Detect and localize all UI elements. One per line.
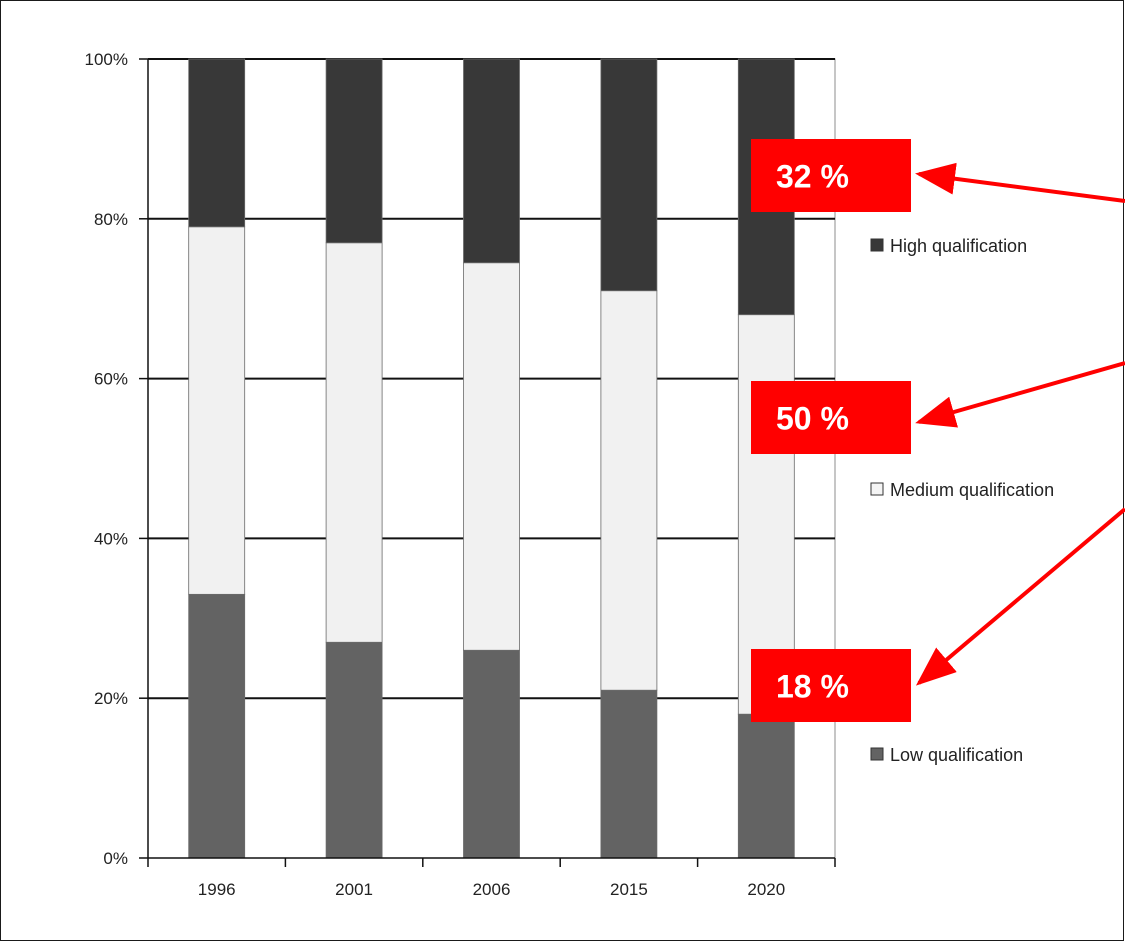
bar-high-qualification-1996 <box>188 58 246 228</box>
x-tick-label-1996: 1996 <box>198 880 236 899</box>
bar-low-qualification-2001 <box>325 641 383 859</box>
x-tick-label-2006: 2006 <box>473 880 511 899</box>
bar-high-qualification-2001 <box>325 58 383 244</box>
bar-medium-qualification-2006 <box>463 262 520 651</box>
bar-low-qualification-2006 <box>463 649 520 859</box>
y-tick-label: 80% <box>94 210 128 229</box>
callout-arrow-high-qualification <box>915 162 1125 203</box>
bar-low-qualification-2020 <box>737 713 795 859</box>
y-tick-label: 20% <box>94 689 128 708</box>
bar-low-qualification-2015 <box>600 689 658 859</box>
bar-medium-qualification-2015 <box>600 290 658 691</box>
bar-medium-qualification-1996 <box>188 226 246 595</box>
y-tick-labels: 0% 20% 40% 60% 80% 100% <box>85 50 148 868</box>
y-tick-label: 0% <box>103 849 128 868</box>
legend-label-high-qualification: High qualification <box>890 236 1027 256</box>
callout-label-low-qualification: 18 % <box>776 669 849 705</box>
bars <box>188 58 795 859</box>
bar-low-qualification-1996 <box>188 593 246 859</box>
callout-arrow-low-qualification <box>915 507 1125 686</box>
legend-label-medium-qualification: Medium qualification <box>890 480 1054 500</box>
axes <box>147 59 835 859</box>
x-tick-label-2001: 2001 <box>335 880 373 899</box>
annotations: 32 % 50 % 18 % <box>751 139 1125 722</box>
legend-label-low-qualification: Low qualification <box>890 745 1023 765</box>
callout-box-medium-qualification <box>751 381 911 454</box>
callout-arrow-medium-qualification <box>915 361 1125 428</box>
legend-swatch-low-qualification <box>870 747 884 761</box>
bar-high-qualification-2006 <box>463 58 520 264</box>
bar-high-qualification-2015 <box>600 58 658 292</box>
callout-label-medium-qualification: 50 % <box>776 401 849 437</box>
y-tick-label: 60% <box>94 370 128 389</box>
y-tick-label: 100% <box>85 50 128 69</box>
x-tick-label-2020: 2020 <box>747 880 785 899</box>
x-tick-labels: 1996 2001 2006 2015 2020 <box>147 858 836 899</box>
bar-medium-qualification-2001 <box>325 242 383 643</box>
legend-swatch-medium-qualification <box>870 482 884 496</box>
legend-swatch-high-qualification <box>870 238 884 252</box>
callout-label-high-qualification: 32 % <box>776 159 849 195</box>
x-tick-label-2015: 2015 <box>610 880 648 899</box>
legend: High qualification Medium qualification Lo… <box>870 236 1054 765</box>
callout-box-low-qualification <box>751 649 911 722</box>
y-tick-label: 40% <box>94 529 128 548</box>
callout-box-high-qualification <box>751 139 911 212</box>
